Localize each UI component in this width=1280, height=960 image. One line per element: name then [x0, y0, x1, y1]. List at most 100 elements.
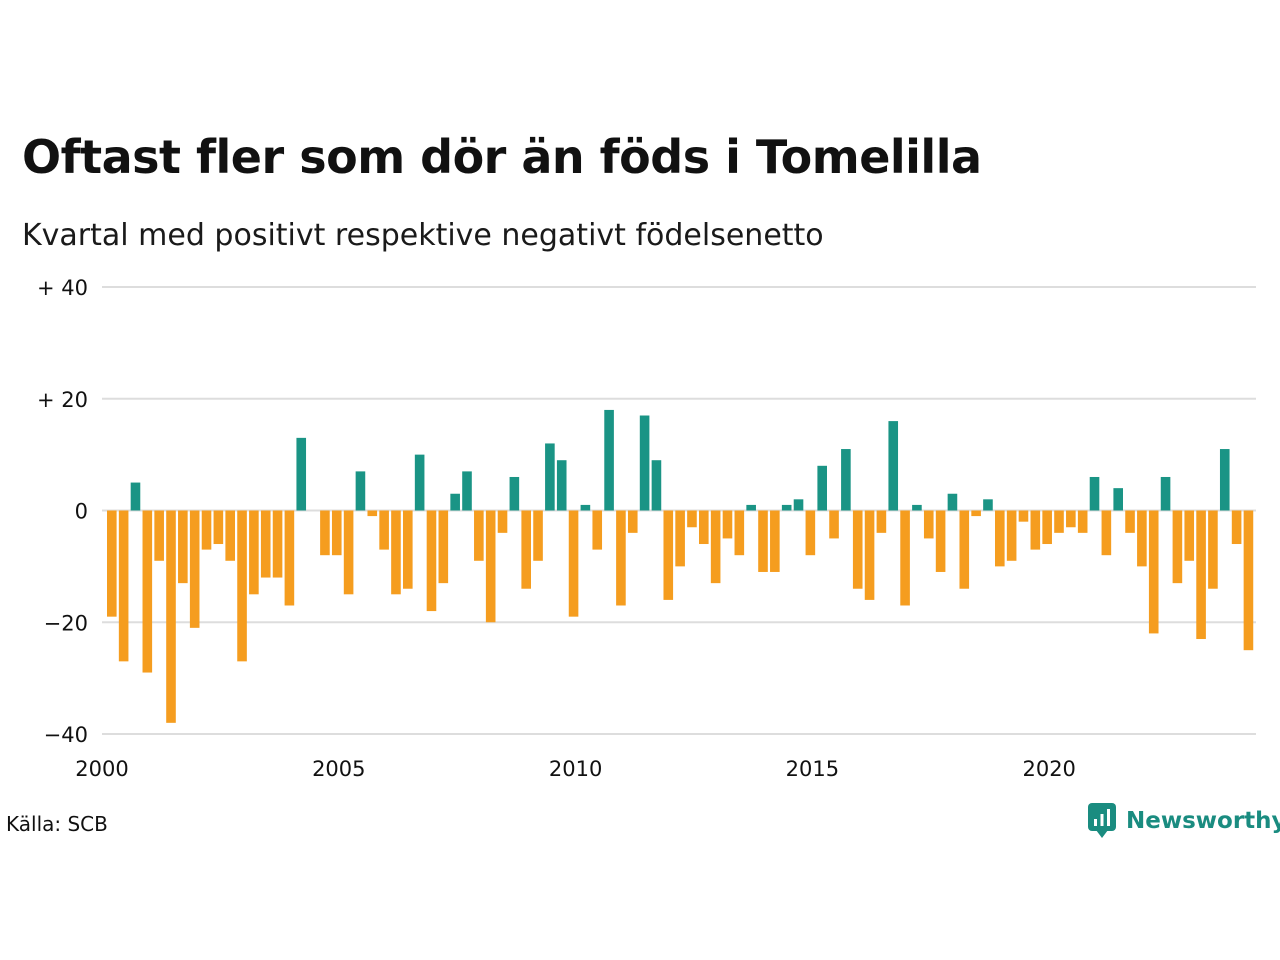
bar-negative [438, 510, 449, 584]
bar-negative [225, 510, 235, 561]
y-tick-label: + 20 [37, 388, 88, 412]
bar-positive [556, 460, 567, 511]
bar-negative [722, 510, 733, 539]
bar-negative [367, 510, 378, 517]
x-tick-label: 2020 [1022, 757, 1075, 781]
bar-negative [1196, 510, 1206, 640]
y-tick-label: −20 [44, 611, 88, 635]
bar-negative [852, 510, 863, 589]
x-tick-label: 2005 [312, 757, 365, 781]
bar-negative [107, 510, 117, 617]
source-note: Källa: SCB [6, 812, 108, 836]
brand-name: Newsworthy [1126, 808, 1280, 834]
bar-negative [426, 510, 437, 612]
bar-negative [201, 510, 212, 550]
bar-negative [627, 510, 638, 533]
bar-negative [734, 510, 745, 556]
bar-negative [935, 510, 946, 572]
bar-positive [355, 471, 366, 511]
bars [107, 409, 1254, 723]
bar-negative [403, 510, 413, 589]
bar-positive [509, 476, 520, 511]
bar-positive [746, 504, 756, 511]
bar-negative [474, 510, 484, 561]
bar-negative [805, 510, 816, 556]
newsworthy-chart-icon [1088, 803, 1116, 838]
bar-negative [284, 510, 295, 606]
bar-negative [154, 510, 164, 561]
bar-positive [1219, 449, 1230, 511]
bar-negative [959, 510, 970, 589]
bar-negative [1018, 510, 1029, 522]
bar-negative [237, 510, 247, 662]
bar-negative [189, 510, 200, 628]
x-tick-label: 2000 [75, 757, 128, 781]
bar-negative [699, 510, 709, 545]
bar-negative [320, 510, 330, 556]
bar-positive [1113, 488, 1123, 511]
bar-positive [947, 493, 958, 511]
bar-negative [1042, 510, 1052, 545]
bar-negative [142, 510, 153, 673]
bar-positive [450, 493, 460, 511]
bar-negative [1137, 510, 1147, 567]
bar-negative [900, 510, 910, 606]
bar-negative [1030, 510, 1041, 550]
bar-negative [1006, 510, 1017, 561]
bar-negative [923, 510, 934, 539]
bar-negative [568, 510, 579, 617]
bar-positive [983, 499, 993, 511]
chart-title: Oftast fler som dör än föds i Tomelilla [22, 130, 982, 184]
bar-negative [379, 510, 389, 550]
bar-positive [781, 504, 792, 511]
y-tick-label: −40 [44, 723, 88, 747]
bar-negative [995, 510, 1005, 567]
bar-positive [841, 449, 851, 511]
bar-negative [1184, 510, 1195, 561]
bar-negative [249, 510, 259, 595]
bar-positive [604, 409, 614, 511]
bar-negative [592, 510, 603, 550]
bar-negative [758, 510, 768, 572]
bar-negative [829, 510, 839, 539]
bar-negative [1077, 510, 1088, 533]
bar-positive [639, 415, 650, 511]
bar-positive [580, 504, 591, 511]
bar-negative [1101, 510, 1112, 556]
bar-negative [770, 510, 780, 572]
y-axis-ticks: + 40 + 20 0 −20 −40 [37, 276, 88, 747]
bar-negative [272, 510, 283, 578]
bar-negative [485, 510, 496, 623]
bar-positive [130, 482, 141, 511]
bar-negative [521, 510, 531, 589]
chart-subtitle: Kvartal med positivt respektive negativt… [22, 218, 824, 253]
bar-negative [391, 510, 401, 595]
bar-negative [864, 510, 875, 600]
y-tick-label: + 40 [37, 276, 88, 300]
bar-negative [675, 510, 685, 567]
bar-negative [343, 510, 354, 595]
x-tick-label: 2015 [786, 757, 839, 781]
bar-negative [213, 510, 224, 545]
bar-negative [1243, 510, 1254, 651]
bar-positive [1089, 476, 1100, 511]
bar-negative [260, 510, 271, 578]
bar-negative [1054, 510, 1064, 533]
bar-positive [888, 421, 899, 511]
newsworthy-logo: Newsworthy [1088, 803, 1280, 839]
bar-negative [687, 510, 697, 528]
bar-negative [497, 510, 508, 533]
bar-negative [178, 510, 188, 584]
bar-negative [533, 510, 543, 561]
bar-positive [545, 443, 555, 511]
bar-negative [663, 510, 674, 600]
bar-negative [1172, 510, 1183, 584]
x-tick-label: 2010 [549, 757, 602, 781]
bar-positive [414, 454, 425, 511]
x-axis-ticks: 2000 2005 2010 2015 2020 [75, 757, 1076, 781]
bar-positive [1160, 476, 1171, 511]
bar-negative [616, 510, 626, 606]
bar-negative [118, 510, 129, 662]
bar-negative [1148, 510, 1159, 634]
bar-negative [710, 510, 721, 584]
